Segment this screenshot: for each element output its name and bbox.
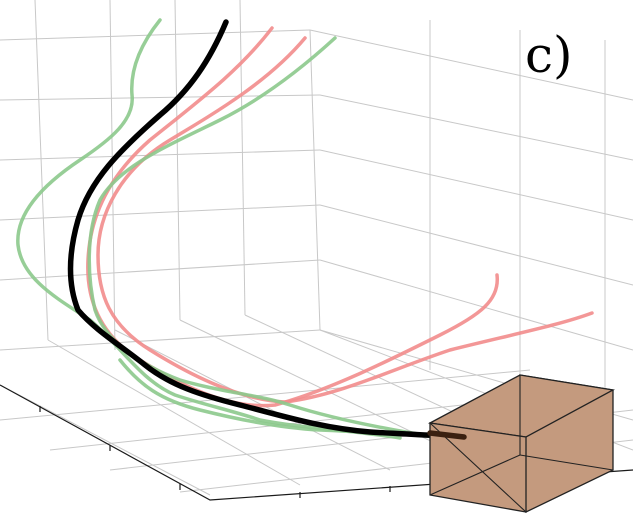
trajectory-reference-end: [427, 430, 467, 440]
trajectory-reference: [67, 19, 465, 440]
target-box: [427, 374, 615, 514]
panel-label: c): [525, 26, 573, 84]
trajectory-green-1: [16, 18, 402, 440]
back-wall-grid: [0, 0, 633, 410]
trajectory-green-2: [87, 36, 432, 438]
trajectory-red-2: [96, 36, 594, 404]
